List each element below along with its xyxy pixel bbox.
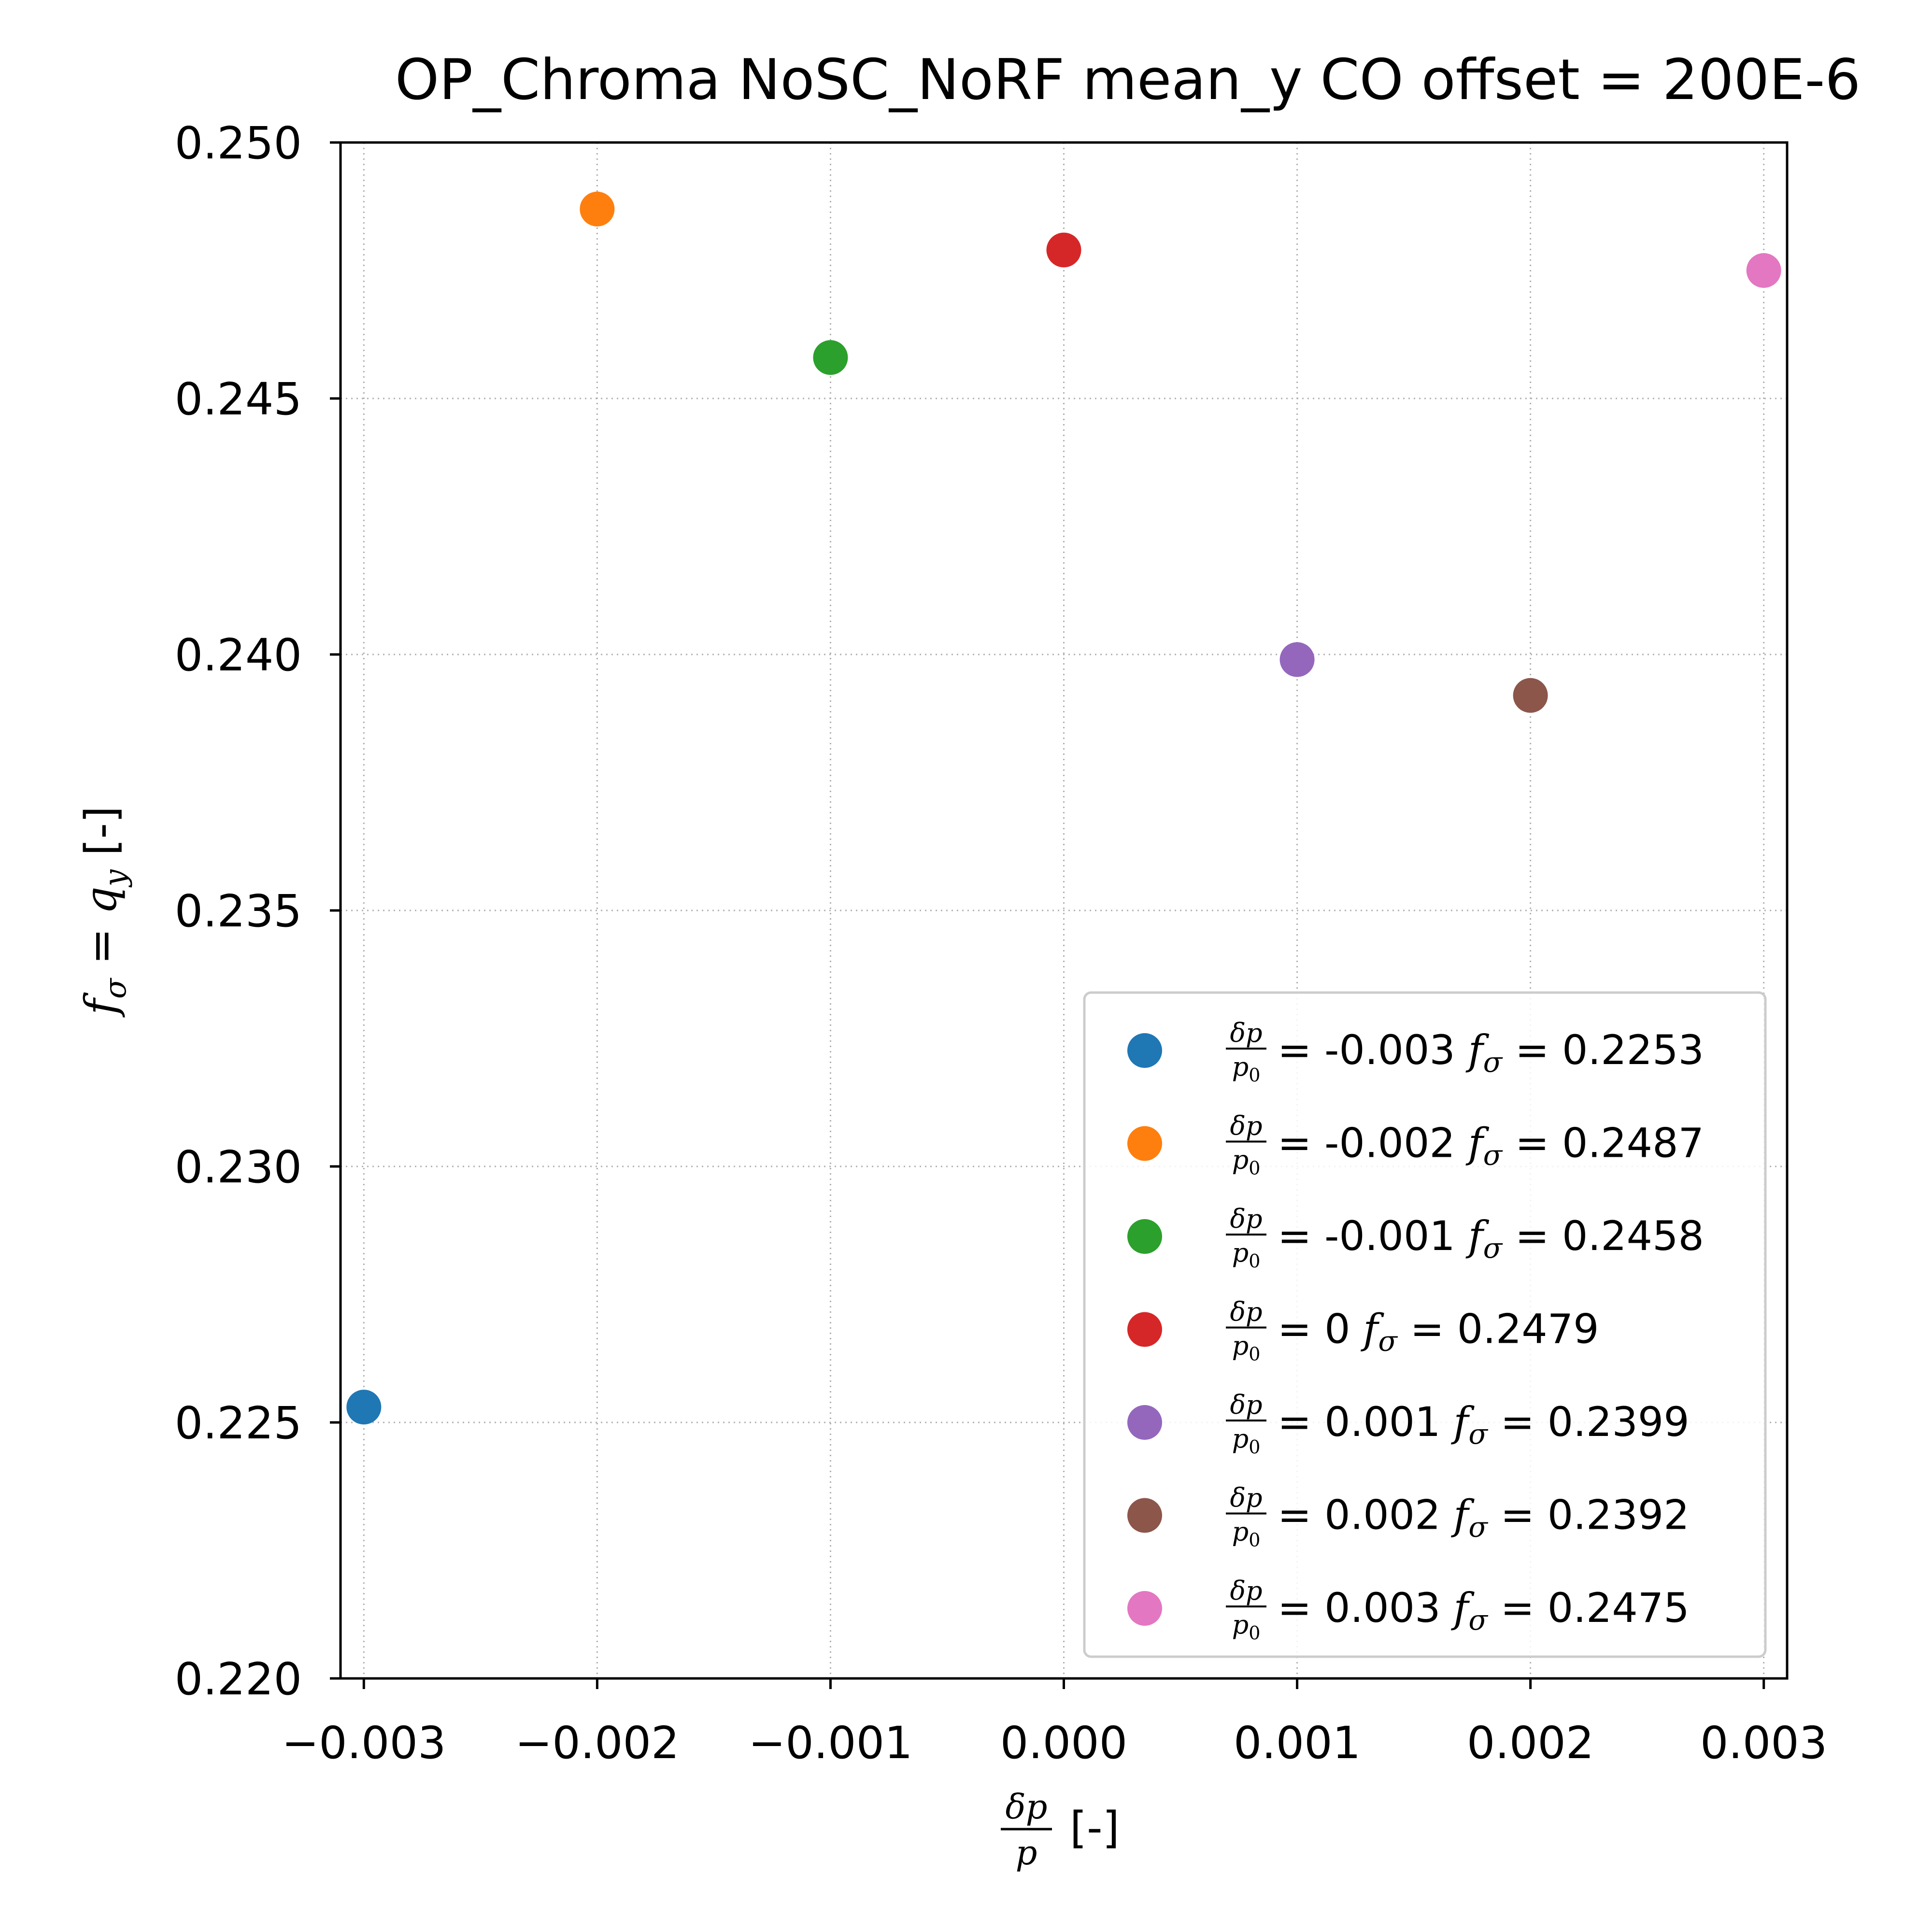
chart-title: OP_Chroma NoSC_NoRF mean_y CO offset = 2… [395,47,1861,113]
x-axis-label-unit: [-] [1070,1803,1120,1853]
y-axis-label-unit: [-] [76,806,127,856]
svg-text:fσ = qy [-]: fσ = qy [-] [76,806,133,1018]
legend-frac-numerator: δp [1230,1576,1262,1606]
x-axis-label-denominator: p [1016,1833,1037,1873]
x-tick-label: −0.002 [515,1717,679,1769]
data-point [1746,253,1781,288]
y-tick-label: 0.245 [175,373,302,425]
axis-ticks: −0.003 −0.002 −0.001 0.000 0.001 0.002 0.003 0.… [175,117,1828,1769]
legend-label: = -0.003 fσ = 0.2253 [1278,1026,1704,1079]
legend-marker [1127,1405,1162,1440]
data-point [580,191,615,227]
y-tick-label: 0.225 [175,1397,302,1449]
x-tick-label: 0.001 [1234,1717,1361,1769]
x-axis-label: δp p [-] [1001,1787,1120,1873]
legend-marker [1127,1033,1162,1068]
x-tick-label: −0.003 [282,1717,446,1769]
legend-frac-denominator: p0 [1232,1331,1261,1365]
legend-entry: δp p0 = -0.002 fσ = 0.2487 [1127,1111,1704,1179]
legend-entry: δp p0 = 0.002 fσ = 0.2392 [1127,1483,1690,1551]
legend-frac-numerator: δp [1230,1018,1262,1048]
legend-frac-numerator: δp [1230,1390,1262,1420]
legend-frac-numerator: δp [1230,1483,1262,1513]
legend-frac-denominator: p0 [1232,1517,1261,1551]
legend-label: = 0.001 fσ = 0.2399 [1278,1398,1690,1450]
legend-frac-denominator: p0 [1232,1237,1261,1272]
legend-label: = 0 fσ = 0.2479 [1278,1306,1599,1358]
x-tick-label: 0.003 [1700,1717,1827,1769]
y-axis-label-q-subscript: y [98,869,133,888]
legend-entry: δp p0 = 0 fσ = 0.2479 [1127,1297,1599,1365]
legend-frac-denominator: p0 [1232,1145,1261,1179]
data-point [1279,642,1315,677]
data-point [813,340,848,375]
data-points [346,191,1781,1425]
y-axis-label-f-subscript: σ [98,978,133,999]
legend-label: = -0.002 fσ = 0.2487 [1278,1120,1704,1172]
y-tick-label: 0.220 [175,1653,302,1705]
legend-marker [1127,1591,1162,1626]
legend-label: = 0.002 fσ = 0.2392 [1278,1492,1690,1544]
legend-frac-denominator: p0 [1232,1051,1261,1086]
y-tick-label: 0.230 [175,1141,302,1193]
legend-marker [1127,1312,1162,1347]
y-tick-label: 0.235 [175,885,302,937]
data-point [346,1390,382,1425]
data-point [1513,678,1548,713]
data-point [1046,232,1081,268]
legend-frac-denominator: p0 [1232,1423,1261,1458]
y-axis-label: fσ = qy [-] [76,806,133,1018]
x-tick-label: 0.002 [1467,1717,1594,1769]
legend-marker [1127,1126,1162,1161]
legend-marker [1127,1219,1162,1254]
legend-label: = 0.003 fσ = 0.2475 [1278,1584,1690,1636]
legend-frac-denominator: p0 [1232,1609,1261,1644]
legend-frac-numerator: δp [1230,1111,1262,1141]
x-tick-label: 0.000 [1000,1717,1127,1769]
y-tick-label: 0.250 [175,117,302,169]
legend-frac-numerator: δp [1230,1297,1262,1327]
y-tick-label: 0.240 [175,629,302,681]
legend-frac-numerator: δp [1230,1204,1262,1234]
legend-label: = -0.001 fσ = 0.2458 [1278,1212,1704,1264]
x-tick-label: −0.001 [748,1717,912,1769]
legend-marker [1127,1498,1162,1533]
y-axis-label-q: q [76,886,127,914]
x-axis-label-numerator: δp [1006,1787,1048,1827]
legend-box [1083,991,1767,1658]
